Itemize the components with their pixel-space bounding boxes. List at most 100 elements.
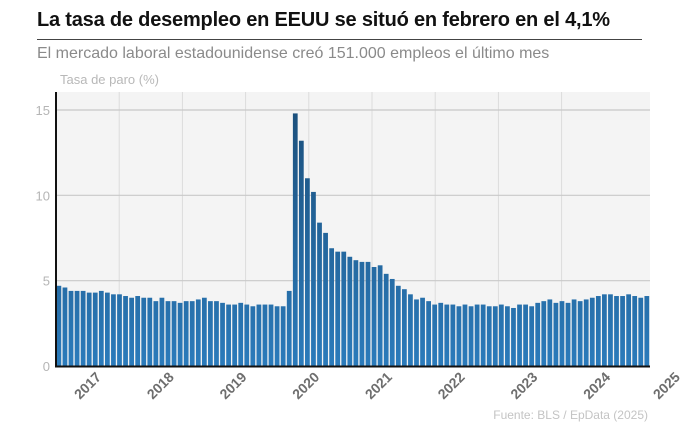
bar xyxy=(117,294,122,366)
bar xyxy=(111,294,116,366)
source-note: Fuente: BLS / EpData (2025) xyxy=(493,408,648,422)
bar xyxy=(147,297,153,366)
bar xyxy=(135,296,141,366)
bar xyxy=(474,304,480,366)
x-tick-label: 2017 xyxy=(71,369,104,402)
bar xyxy=(377,265,383,366)
bar xyxy=(347,256,353,366)
bar xyxy=(553,302,559,366)
bar xyxy=(632,296,638,366)
bar xyxy=(220,302,225,366)
bar xyxy=(329,248,335,366)
bar xyxy=(559,301,565,366)
bar xyxy=(262,304,268,366)
x-tick-label: 2023 xyxy=(507,369,540,402)
bar xyxy=(123,296,128,366)
x-tick-label: 2021 xyxy=(362,369,395,402)
bar xyxy=(383,273,389,366)
x-tick-label: 2025 xyxy=(650,369,683,402)
bar xyxy=(250,306,256,366)
y-tick-label: 10 xyxy=(36,188,50,203)
bar xyxy=(159,297,165,366)
bar xyxy=(583,299,589,366)
bar xyxy=(614,296,619,366)
bar xyxy=(462,304,468,366)
bar xyxy=(92,292,98,366)
bar xyxy=(371,267,377,366)
y-tick-label: 0 xyxy=(43,359,50,374)
bar xyxy=(395,285,401,366)
bar xyxy=(577,301,583,366)
bar xyxy=(626,294,632,366)
x-tick-label: 2022 xyxy=(434,369,467,402)
bar xyxy=(311,191,316,366)
bar xyxy=(492,306,498,366)
bar xyxy=(153,301,159,366)
bar xyxy=(389,278,395,366)
bar xyxy=(286,290,292,366)
bar xyxy=(189,301,195,366)
x-tick-label: 2020 xyxy=(289,369,322,402)
bar xyxy=(589,297,595,366)
bar xyxy=(498,304,504,366)
bar xyxy=(214,301,219,366)
bar xyxy=(523,304,528,366)
title-divider xyxy=(37,39,642,40)
bar xyxy=(359,261,365,366)
x-tick-label: 2019 xyxy=(216,369,249,402)
bar xyxy=(177,302,183,366)
bar xyxy=(529,306,535,366)
bar xyxy=(74,290,80,366)
horizontal-gridlines xyxy=(56,109,650,282)
bar xyxy=(541,301,547,366)
bar xyxy=(171,301,177,366)
bar xyxy=(280,306,286,366)
bar xyxy=(602,294,607,366)
bar xyxy=(595,296,601,366)
bar xyxy=(298,140,304,366)
bar xyxy=(468,306,474,366)
bar xyxy=(335,251,341,366)
bar xyxy=(608,294,613,366)
bar xyxy=(56,285,62,366)
x-tick-label: 2024 xyxy=(580,369,613,402)
bar xyxy=(195,299,201,366)
bar xyxy=(486,306,492,366)
bar xyxy=(86,292,92,366)
chart-subtitle: El mercado laboral estadounidense creó 1… xyxy=(37,45,550,62)
bar xyxy=(444,304,450,366)
bar xyxy=(644,296,650,366)
x-tick-label: 2018 xyxy=(144,369,177,402)
bar xyxy=(547,299,553,366)
bar xyxy=(208,301,213,366)
bar xyxy=(565,302,571,366)
x-axis-ticks: 2017 2018 2019 2020 2021 2022 2023 2024 2025 xyxy=(71,369,683,402)
bar xyxy=(323,232,328,366)
bar xyxy=(80,290,86,366)
bar xyxy=(620,296,625,366)
y-axis-label: Tasa de paro (%) xyxy=(60,72,159,87)
bar xyxy=(511,307,516,366)
bar xyxy=(517,304,522,366)
bar xyxy=(426,301,431,366)
bar xyxy=(68,290,74,366)
bar xyxy=(456,306,462,366)
bar xyxy=(505,306,510,366)
bar xyxy=(414,299,419,366)
bar xyxy=(98,290,104,366)
bar xyxy=(305,178,310,366)
bar xyxy=(365,261,371,366)
bar xyxy=(341,251,347,366)
bar xyxy=(450,304,456,366)
bar xyxy=(401,289,407,366)
bar xyxy=(317,222,322,366)
bar xyxy=(62,287,68,366)
bars xyxy=(56,113,650,366)
bar xyxy=(104,292,110,366)
bar xyxy=(535,302,541,366)
bar xyxy=(353,260,359,366)
chart-title: La tasa de desempleo en EEUU se situó en… xyxy=(37,9,610,31)
bar xyxy=(480,304,486,366)
bar xyxy=(292,113,298,366)
